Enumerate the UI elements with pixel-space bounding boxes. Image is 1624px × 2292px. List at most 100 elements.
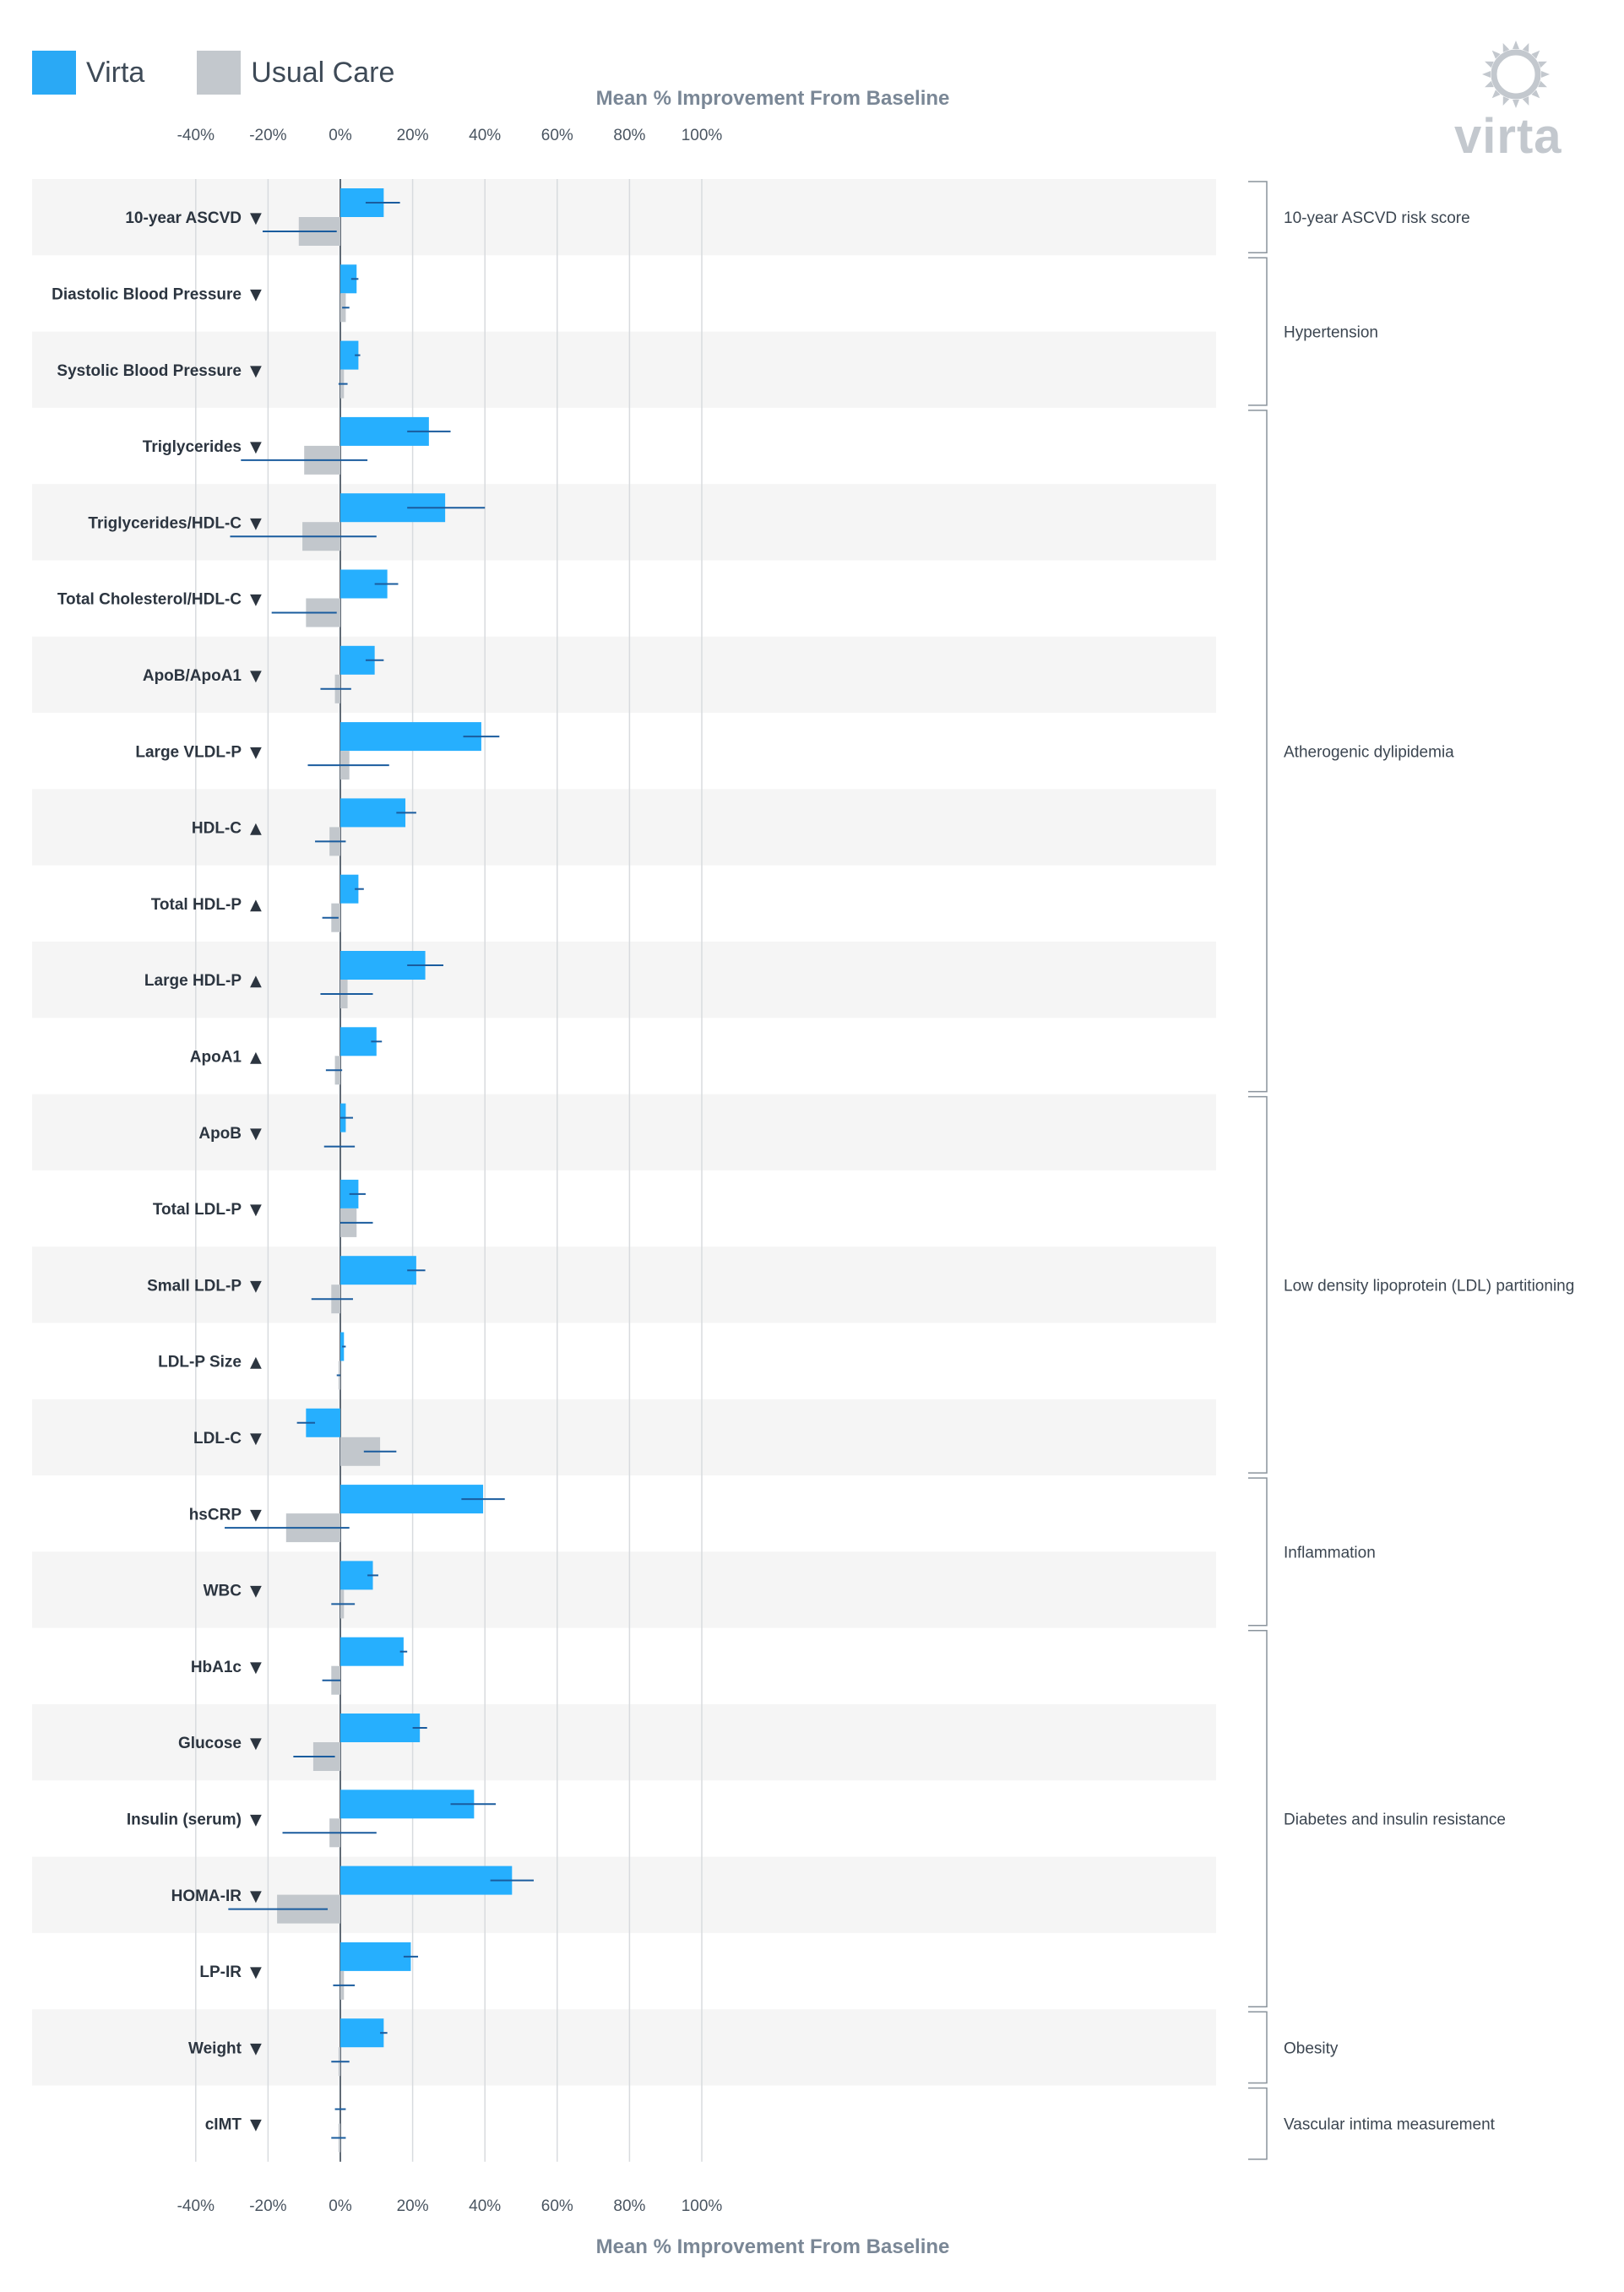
row-background	[32, 636, 1216, 714]
x-tick-label: 40%	[469, 127, 501, 144]
bar-virta	[340, 1256, 416, 1285]
category-label: Large HDL-P	[144, 972, 242, 990]
legend-item-usual-care: Usual Care	[197, 51, 394, 95]
x-tick-label: 40%	[469, 2197, 501, 2215]
category-label: Systolic Blood Pressure	[57, 362, 242, 380]
up-arrow-icon: ▲	[250, 896, 262, 914]
down-arrow-icon: ▼	[250, 743, 262, 761]
category-label: Total Cholesterol/HDL-C	[57, 591, 242, 609]
x-tick-label: 60%	[541, 2197, 573, 2215]
down-arrow-icon: ▼	[250, 591, 262, 609]
group-label: Hypertension	[1284, 324, 1378, 342]
up-arrow-icon: ▲	[250, 820, 262, 838]
group-bracket	[1248, 2011, 1268, 2084]
x-tick-label: 100%	[682, 2197, 723, 2215]
group-bracket	[1248, 410, 1268, 1093]
category-label: HOMA-IR	[171, 1887, 242, 1905]
down-arrow-icon: ▼	[250, 1125, 262, 1143]
bar-virta	[340, 1866, 513, 1895]
row-background	[32, 1246, 1216, 1323]
group-bracket	[1248, 2087, 1268, 2160]
row-background	[32, 1704, 1216, 1781]
row-background	[32, 1094, 1216, 1170]
x-tick-label: 80%	[613, 127, 645, 144]
down-arrow-icon: ▼	[250, 2116, 262, 2134]
category-label: WBC	[204, 1583, 242, 1600]
x-tick-label: -20%	[249, 2197, 286, 2215]
group-bracket	[1248, 1095, 1268, 1474]
group-label: Vascular intima measurement	[1284, 2116, 1496, 2134]
group-label: Atherogenic dylipidemia	[1284, 743, 1454, 761]
row-background	[32, 789, 1216, 866]
x-tick-label: -40%	[177, 2197, 215, 2215]
x-tick-label: 20%	[397, 127, 429, 144]
down-arrow-icon: ▼	[250, 1583, 262, 1600]
down-arrow-icon: ▼	[250, 2039, 262, 2057]
down-arrow-icon: ▼	[250, 1430, 262, 1447]
x-tick-label: 0%	[329, 127, 352, 144]
sun-ring-icon	[1482, 41, 1550, 108]
down-arrow-icon: ▼	[250, 285, 262, 303]
x-tick-label: 100%	[682, 127, 723, 144]
category-label: LDL-P Size	[158, 1354, 242, 1371]
legend-label-virta: Virta	[86, 56, 145, 89]
category-label: LDL-C	[193, 1430, 242, 1447]
up-arrow-icon: ▲	[250, 1354, 262, 1371]
category-label: Weight	[188, 2039, 242, 2057]
x-axis-title: Mean % Improvement From Baseline	[596, 87, 950, 110]
down-arrow-icon: ▼	[250, 362, 262, 380]
down-arrow-icon: ▼	[250, 1963, 262, 1981]
group-label: 10-year ASCVD risk score	[1284, 209, 1470, 227]
category-label: ApoB	[198, 1125, 242, 1143]
category-label: Total HDL-P	[151, 896, 242, 914]
bar-virta	[340, 340, 359, 370]
bar-virta	[340, 1637, 404, 1666]
down-arrow-icon: ▼	[250, 1201, 262, 1219]
legend: Virta Usual Care	[32, 51, 447, 95]
legend-item-virta: Virta	[32, 51, 144, 95]
x-axis-title: Mean % Improvement From Baseline	[596, 2235, 950, 2258]
group-label: Diabetes and insulin resistance	[1284, 1811, 1506, 1828]
down-arrow-icon: ▼	[250, 1659, 262, 1676]
brand-logo: virta	[1454, 109, 1562, 164]
x-tick-label: 60%	[541, 127, 573, 144]
bar-virta	[340, 1714, 421, 1742]
category-label: ApoB/ApoA1	[143, 667, 242, 685]
legend-swatch-virta	[32, 51, 76, 95]
group-label: Obesity	[1284, 2039, 1339, 2057]
category-label: Diastolic Blood Pressure	[52, 285, 242, 303]
down-arrow-icon: ▼	[250, 667, 262, 685]
category-label: Glucose	[178, 1735, 242, 1752]
group-label: Inflammation	[1284, 1544, 1376, 1561]
bar-virta	[340, 1027, 377, 1056]
row-background	[32, 484, 1216, 561]
group-bracket	[1248, 1477, 1268, 1627]
legend-swatch-usual-care	[197, 51, 242, 95]
category-label: Triglycerides/HDL-C	[88, 514, 242, 532]
category-label: HDL-C	[192, 820, 242, 838]
bar-virta	[340, 264, 357, 294]
bar-virta	[340, 1485, 484, 1514]
group-bracket	[1248, 257, 1268, 406]
category-label: 10-year ASCVD	[125, 209, 242, 227]
down-arrow-icon: ▼	[250, 209, 262, 227]
x-tick-label: -40%	[177, 127, 215, 144]
row-background	[32, 331, 1216, 408]
x-tick-label: 20%	[397, 2197, 429, 2215]
category-label: LP-IR	[199, 1963, 242, 1981]
down-arrow-icon: ▼	[250, 1811, 262, 1828]
x-tick-label: 80%	[613, 2197, 645, 2215]
category-label: cIMT	[205, 2116, 242, 2134]
row-background	[32, 1856, 1216, 1933]
category-label: Large VLDL-P	[135, 743, 242, 761]
bar-virta	[340, 798, 406, 828]
up-arrow-icon: ▲	[250, 972, 262, 990]
bar-virta	[340, 722, 481, 752]
category-label: hsCRP	[189, 1506, 242, 1523]
group-bracket	[1248, 1629, 1268, 2007]
row-background	[32, 1551, 1216, 1628]
down-arrow-icon: ▼	[250, 1506, 262, 1523]
row-background	[32, 1399, 1216, 1476]
x-tick-label: -20%	[249, 127, 286, 144]
